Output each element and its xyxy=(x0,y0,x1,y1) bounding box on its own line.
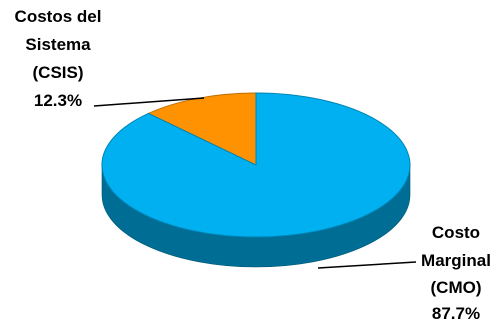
csis-percent-label: 12.3% xyxy=(34,91,82,110)
cmo-label-line-2: Marginal xyxy=(421,251,491,270)
csis-label-line-3: (CSIS) xyxy=(33,63,84,82)
pie-slice-1 xyxy=(101,92,411,238)
slice-label-csis: Costos del Sistema (CSIS) 12.3% xyxy=(15,7,102,110)
cmo-label-line-1: Costo xyxy=(432,223,480,242)
leader-line-cmo xyxy=(317,261,417,269)
csis-label-line-2: Sistema xyxy=(25,35,91,54)
cmo-percent-label: 87.7% xyxy=(432,304,480,323)
slice-label-cmo: Costo Marginal (CMO) 87.7% xyxy=(421,223,491,323)
csis-label-line-1: Costos del xyxy=(15,7,102,26)
leader-line-csis xyxy=(93,97,205,107)
cmo-label-line-3: (CMO) xyxy=(431,278,482,297)
